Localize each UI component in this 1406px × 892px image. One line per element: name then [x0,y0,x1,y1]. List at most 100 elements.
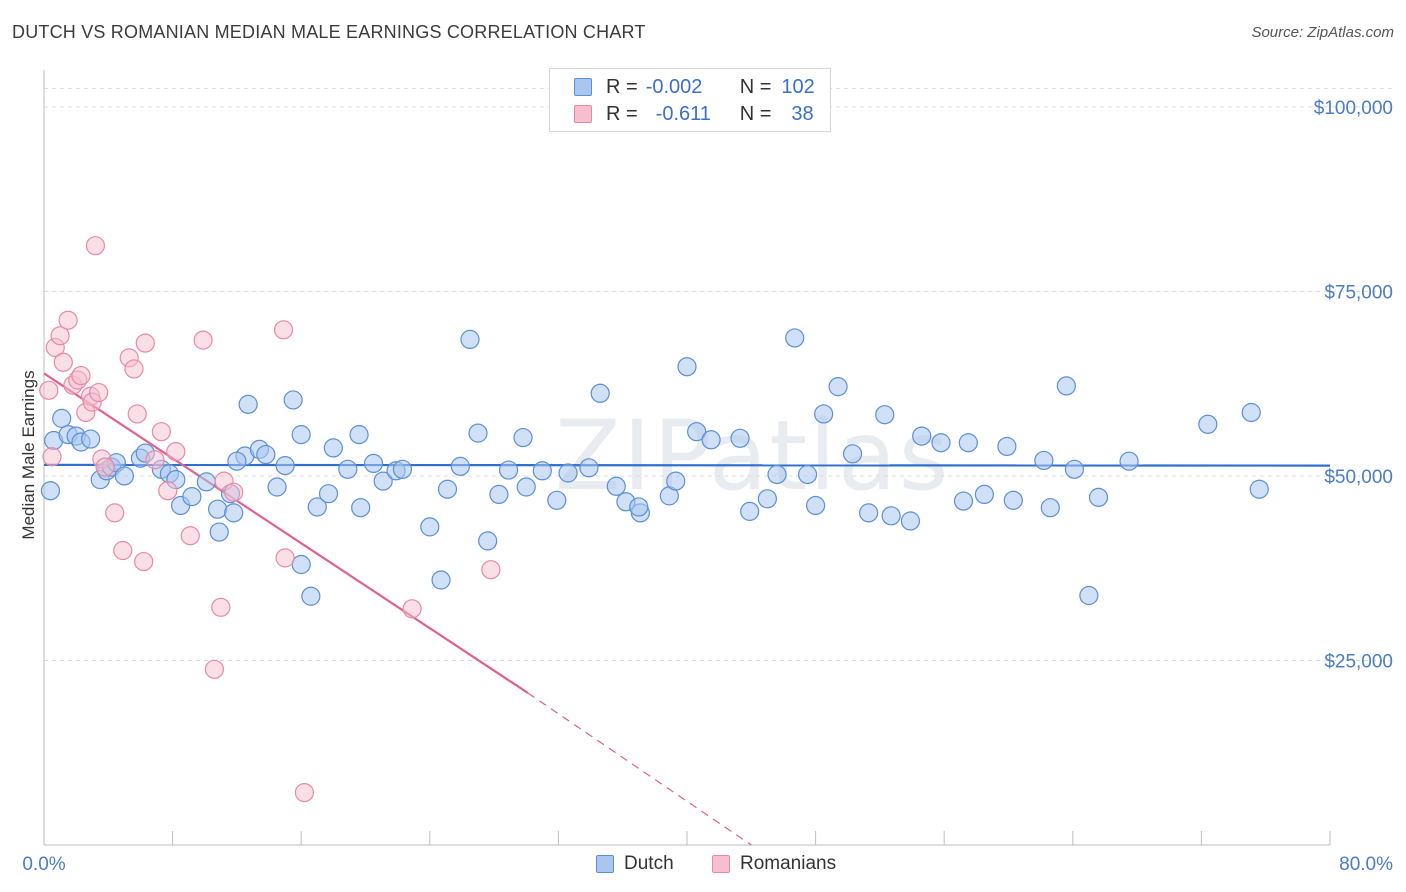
romanian-point [127,404,147,424]
dutch-point [590,383,610,403]
dutch-point [730,428,750,448]
romanians-legend-label: Romanians [740,853,837,874]
dutch-point [373,471,393,491]
x-tick-label: 80.0% [1339,854,1393,875]
dutch-r-label: R = [606,75,638,98]
dutch-point [182,487,202,507]
dutch-point [291,554,311,575]
romanian-point [294,782,315,803]
dutch-point [1056,376,1076,396]
source-credit: Source: ZipAtlas.com [1251,24,1394,41]
dutch-point [209,522,229,542]
dutch-point [1198,414,1218,434]
dutch-legend-swatch [596,855,614,873]
dutch-point [912,426,932,446]
romanian-point [273,320,294,340]
romanian-point [39,380,59,400]
dutch-point [318,484,339,504]
dutch-point [224,503,244,523]
dutch-point [1003,490,1023,510]
dutch-point [958,433,978,453]
dutch-point [256,444,276,465]
romanian-point [113,540,133,561]
dutch-point [431,570,451,590]
dutch-n-value: 102 [781,75,815,98]
dutch-point [307,497,327,517]
romanian-point [402,599,422,619]
dutch-point [323,438,343,458]
romanian-point [135,333,155,353]
y-tick-label: $100,000 [1314,98,1393,119]
romanian-point [134,551,154,572]
dutch-point [579,458,599,478]
y-axis-title: Median Male Earnings [19,370,38,539]
dutch-point [349,425,369,445]
romanian-point [224,482,244,502]
dutch-point [740,501,760,521]
romanian-point [166,441,186,462]
dutch-point [275,456,295,476]
dutch-point [666,471,686,491]
dutch-point [881,506,901,526]
y-tick-label: $50,000 [1324,467,1393,488]
bottom-legend-romanians[interactable]: Romanians [712,852,836,876]
romanian-point [58,310,78,330]
romanian-point [193,330,213,350]
data-points [39,236,1269,803]
romanian-point [180,526,200,546]
dutch-point [301,586,321,606]
dutch-point [498,460,519,480]
dutch-point [478,531,498,551]
dutch-point [363,453,384,474]
dutch-trend-line [43,463,1331,467]
romanian-point [145,450,165,470]
tick-labels: $25,000 $50,000 $75,000 $100,000 0.0% 80.0% [22,98,1393,875]
romanian-r-value: -0.611 [655,102,711,125]
dutch-point [547,490,567,510]
legend-row-romanian: R = -0.611 N = 38 [574,101,814,127]
dutch-point [516,477,536,497]
stats-legend: R = -0.002 N = 102 R = -0.611 N = 38 [549,68,831,132]
legend-row-dutch: R = -0.002 N = 102 [574,74,815,100]
dutch-point [974,484,994,505]
dutch-point [392,459,413,479]
dutch-point [1119,451,1139,471]
dutch-point [875,405,895,425]
dutch-point [513,427,533,448]
dutch-swatch [574,78,592,96]
dutch-point [701,430,721,450]
dutch-point [227,451,247,471]
dutch-point [40,481,61,501]
dutch-point [52,408,72,428]
y-tick-label: $25,000 [1324,651,1393,672]
dutch-point [558,463,578,483]
dutch-point [767,464,787,485]
romanian-point [50,326,70,346]
romanian-trend-line [43,372,529,694]
y-tick-label: $75,000 [1324,282,1393,303]
dutch-point [1241,402,1261,423]
dutch-point [842,444,863,464]
dutch-point [805,495,826,516]
dutch-point [687,422,707,442]
romanian-r-label: R = [606,102,638,125]
x-tick-label: 0.0% [22,854,65,875]
romanian-point [89,382,109,403]
dutch-point [81,429,101,449]
dutch-point [196,472,216,492]
dutch-r-value: -0.002 [645,75,703,98]
romanian-trend-extension [527,692,752,846]
dutch-point [828,377,848,397]
dutch-point [267,477,287,497]
bottom-legend-dutch[interactable]: Dutch [596,852,674,876]
grid-lines [44,87,1395,661]
dutch-point [338,459,358,479]
romanian-point [204,659,224,679]
romanian-point [105,503,125,523]
romanian-point [158,481,178,501]
dutch-point [931,433,951,453]
dutch-point [1079,585,1099,606]
dutch-point [1034,450,1054,471]
dutch-point [489,484,509,505]
